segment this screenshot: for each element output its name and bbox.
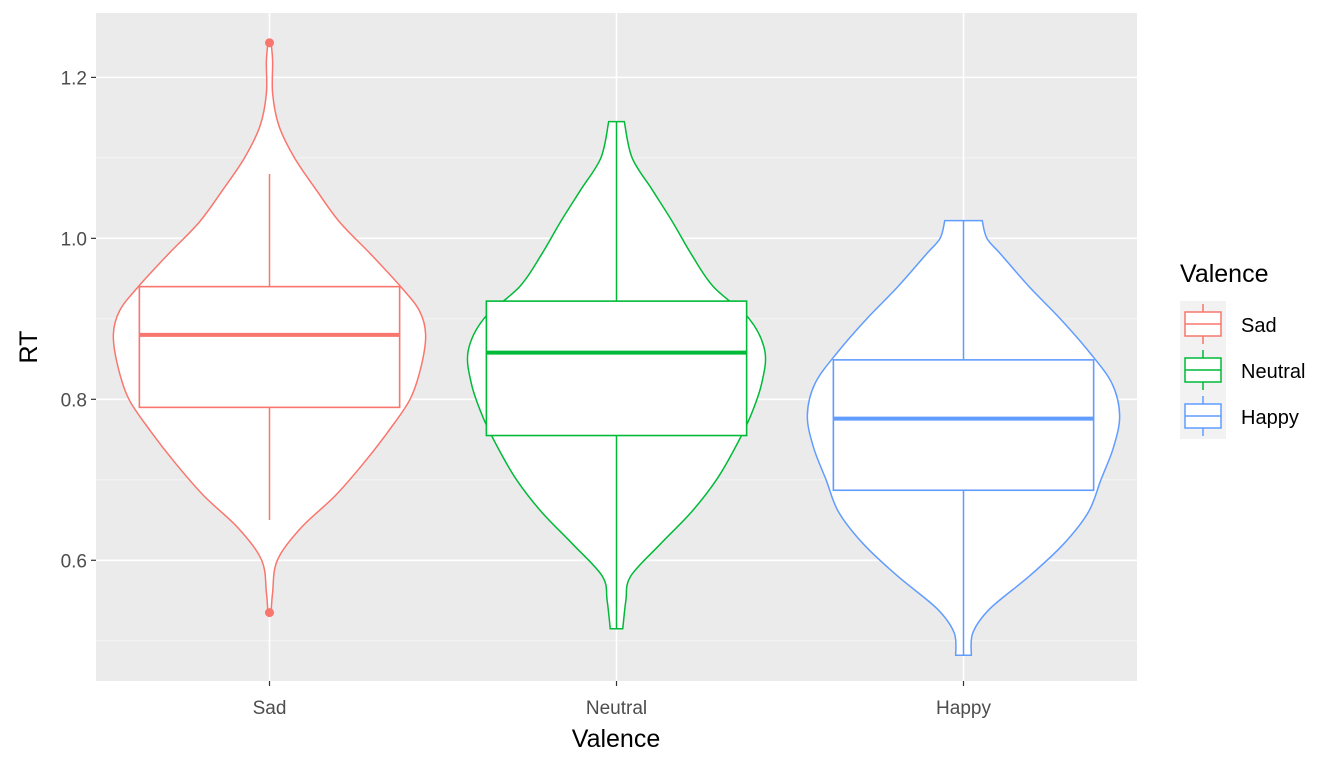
outlier-sad	[265, 38, 274, 48]
legend: Valence Sad Neutral Happy	[1180, 260, 1305, 439]
box-neutral	[485, 300, 748, 437]
x-tick-label: Neutral	[586, 698, 647, 719]
legend-label-happy: Happy	[1241, 407, 1299, 429]
legend-key-neutral	[1180, 347, 1226, 393]
box-happy	[832, 359, 1095, 492]
outlier-sad	[265, 608, 274, 618]
legend-label-neutral: Neutral	[1241, 361, 1305, 383]
y-tick-label: 0.6	[61, 551, 87, 572]
legend-label-sad: Sad	[1241, 315, 1277, 337]
box-sad	[138, 285, 401, 409]
x-axis: Sad Neutral Happy	[253, 681, 991, 719]
x-tick-label: Happy	[936, 698, 991, 719]
legend-title: Valence	[1180, 260, 1269, 288]
y-tick-label: 1.2	[61, 68, 87, 89]
x-axis-title: Valence	[572, 725, 661, 753]
y-tick-label: 1.0	[61, 229, 87, 250]
x-tick-label: Sad	[253, 698, 287, 719]
y-axis: 0.6 0.8 1.0 1.2	[61, 68, 96, 572]
legend-key-sad	[1180, 301, 1226, 347]
legend-key-happy	[1180, 393, 1226, 439]
y-tick-label: 0.8	[61, 390, 87, 411]
y-axis-title: RT	[15, 331, 43, 364]
boxplots	[138, 38, 1095, 656]
